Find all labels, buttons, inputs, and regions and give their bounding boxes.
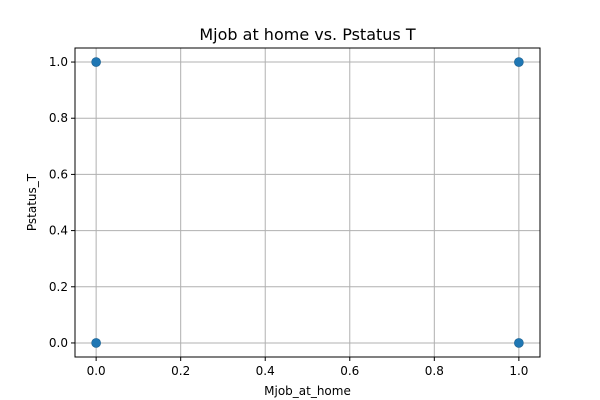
x-axis-ticks: 0.0 0.2 0.4 0.6 0.8 1.0	[87, 357, 528, 378]
grid	[75, 48, 540, 357]
x-axis-label: Mjob_at_home	[264, 384, 351, 398]
scatter-point	[91, 338, 101, 348]
y-axis-label: Pstatus_T	[25, 173, 39, 231]
scatter-point	[514, 57, 524, 67]
x-tick-label: 1.0	[509, 364, 528, 378]
scatter-point	[91, 57, 101, 67]
y-tick-label: 1.0	[49, 55, 68, 69]
scatter-point	[514, 338, 524, 348]
x-tick-label: 0.4	[256, 364, 275, 378]
y-tick-label: 0.6	[49, 167, 68, 181]
plot-area-frame	[74, 47, 541, 358]
x-tick-label: 0.0	[87, 364, 106, 378]
y-tick-label: 0.8	[49, 111, 68, 125]
chart-title: Mjob at home vs. Pstatus T	[199, 25, 415, 44]
y-tick-label: 0.0	[49, 336, 68, 350]
x-tick-label: 0.6	[340, 364, 359, 378]
y-tick-label: 0.2	[49, 280, 68, 294]
y-tick-label: 0.4	[49, 224, 68, 238]
x-tick-label: 0.8	[425, 364, 444, 378]
x-tick-label: 0.2	[171, 364, 190, 378]
data-points	[91, 57, 524, 348]
y-axis-ticks: 0.0 0.2 0.4 0.6 0.8 1.0	[49, 55, 75, 350]
